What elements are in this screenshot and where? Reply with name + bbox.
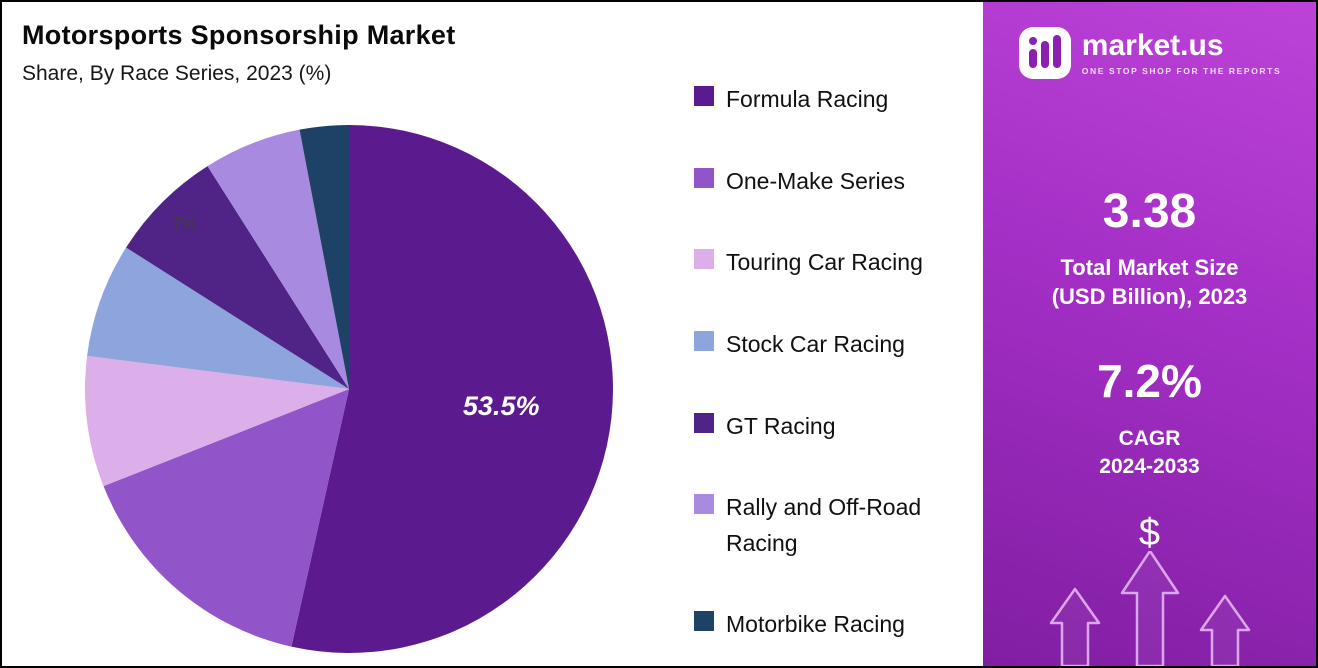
dollar-sign: $ <box>1138 512 1161 554</box>
legend-item-gt-racing: GT Racing <box>694 409 990 445</box>
pie-data-label-gt-racing: 7% <box>173 216 196 233</box>
pie-chart-svg: 53.5% 7% <box>85 125 613 653</box>
legend-swatch-rally-and-off-road-racing <box>694 494 714 515</box>
legend-item-formula-racing: Formula Racing <box>694 82 990 118</box>
legend-swatch-one-make-series <box>694 167 714 188</box>
pie-chart: 53.5% 7% <box>80 120 618 658</box>
chart-legend: Formula Racing One-Make Series Touring Car… <box>694 82 990 643</box>
total-market-size-label: Total Market Size (USD Billion), 2023 <box>983 254 1316 311</box>
legend-item-rally-and-off-road-racing: Rally and Off-Road Racing <box>694 490 990 561</box>
legend-swatch-touring-car-racing <box>694 249 714 270</box>
pie-slice-motorbike-racing <box>299 125 349 389</box>
total-market-size-label-line1: Total Market Size <box>1060 255 1239 280</box>
total-market-size-label-line2: (USD Billion), 2023 <box>1051 283 1248 309</box>
pie-slice-one-make-series <box>103 389 350 647</box>
legend-swatch-formula-racing <box>694 86 714 106</box>
legend-label-formula-racing: Formula Racing <box>726 86 889 112</box>
legend-swatch-stock-car-racing <box>694 330 714 351</box>
chart-subtitle: Share, By Race Series, 2023 (%) <box>22 62 332 85</box>
legend-item-motorbike-racing: Motorbike Racing <box>694 607 990 643</box>
market-us-logo-icon <box>1018 27 1071 79</box>
cagr-value: 7.2% <box>1097 355 1202 407</box>
pie-data-label-formula-racing: 53.5% <box>463 391 540 421</box>
brand-logo: market.us ONE STOP SHOP FOR THE REPORTS <box>983 26 1316 80</box>
chart-title: Motorsports Sponsorship Market <box>22 20 456 50</box>
brand-logo-text: market.us ONE STOP SHOP FOR THE REPORTS <box>1081 28 1282 76</box>
pie-slice-rally-and-off-road-racing <box>207 129 349 390</box>
legend-label-one-make-series: One-Make Series <box>726 167 905 194</box>
legend-label-stock-car-racing: Stock Car Racing <box>726 330 905 357</box>
cagr-label-line2: 2024-2033 <box>1099 454 1200 478</box>
legend-item-touring-car-racing: Touring Car Racing <box>694 245 990 281</box>
legend-label-gt-racing: GT Racing <box>726 412 836 439</box>
legend-label-rally-and-off-road-racing: Rally and Off-Road Racing <box>726 494 922 556</box>
legend-swatch-motorbike-racing <box>694 611 714 632</box>
legend-label-touring-car-racing: Touring Car Racing <box>726 249 923 276</box>
brand-sidebar: market.us ONE STOP SHOP FOR THE REPORTS … <box>983 2 1316 666</box>
brand-tagline: ONE STOP SHOP FOR THE REPORTS <box>1081 65 1282 76</box>
pie-slice-stock-car-racing <box>87 247 349 389</box>
growth-arrow-icon <box>1049 551 1250 666</box>
total-market-size-value: 3.38 <box>1102 185 1197 238</box>
brand-name: market.us <box>1081 28 1224 62</box>
pie-slice-touring-car-racing <box>85 355 349 487</box>
legend-item-one-make-series: One-Make Series <box>694 164 990 200</box>
growth-arrows <box>1030 551 1270 666</box>
pie-slice-formula-racing <box>291 125 613 653</box>
cagr-label-line1: CAGR <box>1118 427 1181 450</box>
pie-slice-gt-racing <box>126 166 349 389</box>
legend-label-motorbike-racing: Motorbike Racing <box>726 611 905 638</box>
legend-swatch-gt-racing <box>694 412 714 433</box>
legend-item-stock-car-racing: Stock Car Racing <box>694 327 990 363</box>
cagr-label: CAGR 2024-2033 <box>983 425 1316 480</box>
